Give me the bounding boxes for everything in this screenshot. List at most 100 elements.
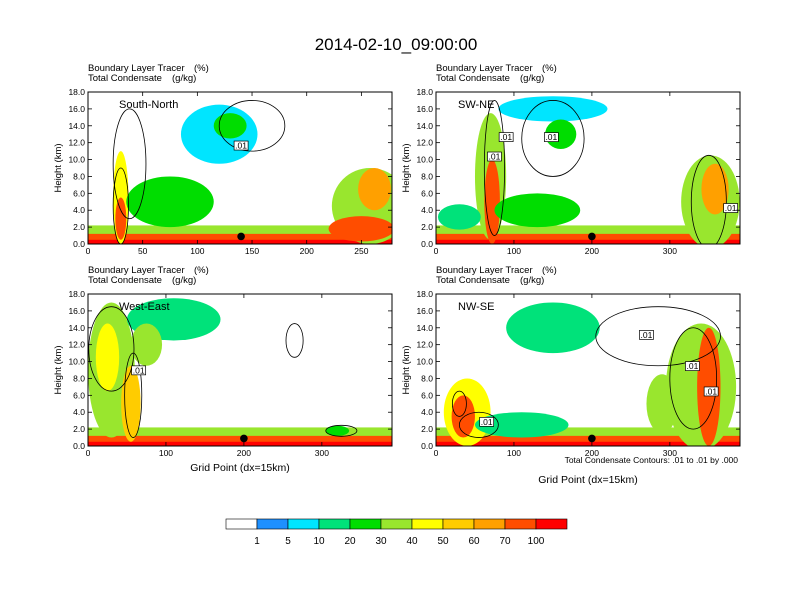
surface-layer-max	[436, 441, 740, 446]
plot-frame	[87, 293, 393, 447]
tracer-shading-1	[451, 395, 475, 438]
colorbar-label: 50	[437, 536, 449, 547]
condensate-contour-1	[669, 327, 718, 430]
y-tick-label: 8.0	[73, 171, 85, 181]
contour-label-box-0	[498, 132, 514, 142]
main-title: 2014-02-10_09:00:00	[315, 35, 478, 54]
tracer-shading-2	[474, 412, 569, 438]
tracer-shading-4	[130, 323, 163, 366]
tracer-shading-5	[325, 425, 350, 436]
y-tick-label: 0.0	[73, 441, 85, 451]
y-tick-label: 18.0	[416, 289, 433, 299]
plot-frame	[87, 91, 393, 245]
y-tick-label: 8.0	[421, 373, 433, 383]
shading-variable-label: Boundary Layer Tracer	[88, 265, 185, 276]
panel-nw-se: .01 .01 .01 .01 0.0 2.0 4.0 6.0 8.0 10.0 12.0 14.0 1…	[401, 265, 741, 458]
condensate-contour-2	[112, 167, 129, 244]
x-tick-label: 200	[300, 246, 314, 256]
contour-variable-label: Total Condensate	[88, 73, 162, 84]
y-axis-label: Height (km)	[53, 143, 64, 192]
contour-units-label: (g/kg)	[172, 73, 196, 84]
y-tick-label: 10.0	[68, 155, 85, 165]
x-tick-label: 300	[663, 246, 677, 256]
shading-variable-label: Boundary Layer Tracer	[436, 265, 533, 276]
x-tick-label: 200	[585, 448, 599, 458]
contour-label: .01	[725, 203, 737, 213]
tracer-shading-1	[115, 197, 127, 240]
panels: .01 0.0 2.0 4.0 6.0 8.0 10.0 12.0 14.0 16.0 18.0 0 5…	[53, 63, 741, 474]
x-tick-label: 0	[434, 246, 439, 256]
colorbar-label: 30	[375, 536, 387, 547]
location-marker	[237, 232, 245, 241]
contour-label-box-0	[233, 140, 249, 151]
y-tick-label: 6.0	[73, 390, 85, 400]
contour-units-label: (g/kg)	[520, 275, 544, 286]
condensate-contour-0	[521, 100, 585, 177]
tracer-shading-6	[701, 163, 729, 215]
y-tick-label: 10.0	[416, 155, 433, 165]
condensate-contour-3	[325, 424, 358, 437]
contour-label-box-1	[544, 132, 559, 142]
contour-label: .01	[641, 330, 653, 340]
colorbar-label: 1	[254, 536, 260, 547]
panel-title: West-East	[119, 301, 170, 313]
colorbar-box	[411, 518, 444, 530]
contour-note: Total Condensate Contours: .01 to .01 by…	[565, 455, 739, 465]
y-tick-label: 18.0	[416, 87, 433, 97]
x-tick-label: 100	[507, 448, 521, 458]
colorbar-box	[349, 518, 382, 530]
x-axis-label-right: Grid Point (dx=15km)	[538, 474, 638, 486]
x-tick-label: 0	[86, 448, 91, 458]
location-marker	[588, 232, 596, 241]
condensate-contour-1	[483, 100, 505, 236]
location-marker	[240, 434, 248, 443]
panel-south-north: .01 0.0 2.0 4.0 6.0 8.0 10.0 12.0 14.0 16.0 18.0 0 5…	[53, 63, 393, 256]
tracer-shading-4	[494, 193, 581, 228]
y-tick-label: 4.0	[73, 407, 85, 417]
tracer-shading-3	[506, 302, 600, 354]
y-tick-label: 16.0	[416, 104, 433, 114]
shading-variable-label: Boundary Layer Tracer	[436, 63, 533, 74]
y-tick-label: 6.0	[73, 188, 85, 198]
y-tick-label: 4.0	[421, 407, 433, 417]
contour-label-box-0	[131, 365, 147, 376]
colorbar-label: 5	[285, 536, 291, 547]
plot-area: .01	[88, 298, 392, 446]
y-tick-label: 16.0	[416, 306, 433, 316]
y-tick-label: 8.0	[421, 171, 433, 181]
colorbar-label: 70	[499, 536, 511, 547]
tracer-shading-1	[484, 159, 500, 244]
contour-label-box-3	[479, 417, 495, 427]
x-tick-label: 300	[315, 448, 329, 458]
panel-title: NW-SE	[458, 301, 494, 313]
y-tick-label: 14.0	[416, 121, 433, 131]
tracer-shading-3	[213, 113, 247, 139]
y-tick-label: 12.0	[68, 138, 85, 148]
shading-units-label: (%)	[542, 265, 557, 276]
panel-title: South-North	[119, 99, 178, 111]
colorbar-box	[225, 518, 258, 530]
y-axis-label: Height (km)	[53, 345, 64, 394]
y-tick-label: 0.0	[421, 441, 433, 451]
y-tick-label: 12.0	[416, 340, 433, 350]
location-marker	[588, 434, 596, 443]
y-tick-label: 4.0	[421, 205, 433, 215]
y-tick-label: 2.0	[421, 424, 433, 434]
x-tick-label: 50	[138, 246, 148, 256]
y-tick-label: 0.0	[73, 239, 85, 249]
condensate-contour-0	[112, 108, 147, 220]
y-tick-label: 10.0	[68, 357, 85, 367]
colorbar-box	[318, 518, 351, 530]
colorbar-box	[442, 518, 475, 530]
surface-layer-max	[436, 239, 740, 244]
tracer-shading-1	[95, 323, 120, 392]
y-tick-label: 14.0	[68, 323, 85, 333]
x-tick-label: 200	[237, 448, 251, 458]
contour-label: .01	[500, 132, 512, 142]
shading-units-label: (%)	[194, 63, 209, 74]
panel-title: SW-NE	[458, 99, 494, 111]
colorbar-label: 60	[468, 536, 480, 547]
colorbar-box	[380, 518, 413, 530]
x-tick-label: 250	[354, 246, 368, 256]
contour-units-label: (g/kg)	[172, 275, 196, 286]
